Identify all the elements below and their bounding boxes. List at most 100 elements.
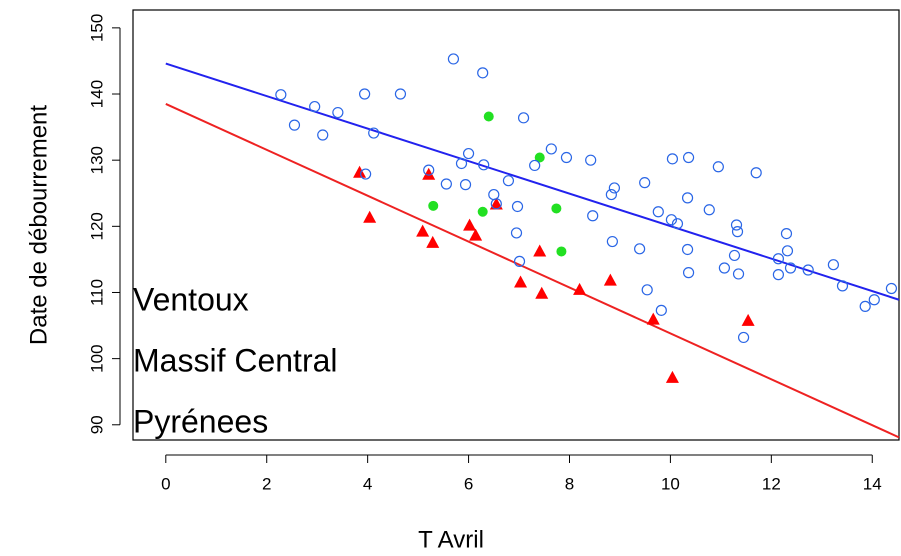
data-point — [288, 119, 301, 131]
data-point — [652, 206, 664, 218]
data-point — [730, 219, 743, 231]
data-point — [511, 200, 524, 213]
data-point — [423, 164, 435, 176]
data-point — [502, 175, 515, 187]
data-point — [459, 179, 472, 191]
data-point — [490, 198, 502, 210]
data-point — [317, 129, 329, 141]
fit-line — [165, 103, 900, 439]
legend-label: Massif Central — [133, 342, 338, 378]
data-point — [836, 280, 849, 292]
data-point — [462, 147, 475, 160]
data-point — [646, 312, 660, 325]
data-point — [885, 282, 898, 295]
data-point — [560, 151, 573, 164]
y-tick-label: 90 — [87, 415, 106, 434]
x-tick-label: 0 — [161, 474, 170, 493]
data-point — [827, 259, 840, 271]
data-point — [517, 112, 530, 124]
data-point — [608, 182, 620, 194]
data-point — [750, 167, 762, 179]
data-point — [780, 228, 793, 240]
data-point — [360, 168, 372, 180]
data-point — [488, 188, 500, 201]
data-point — [605, 188, 617, 201]
y-tick-label: 120 — [87, 212, 106, 240]
y-tick-label: 130 — [87, 146, 106, 174]
data-point — [359, 88, 371, 100]
x-tick-label: 2 — [262, 474, 271, 493]
data-point — [455, 157, 468, 170]
data-point — [737, 331, 750, 344]
data-point — [545, 143, 557, 155]
data-point — [639, 177, 651, 189]
x-tick-label: 14 — [863, 474, 882, 493]
data-point — [478, 159, 490, 171]
x-tick-label: 10 — [661, 474, 680, 493]
data-point — [463, 218, 477, 231]
data-point — [718, 262, 731, 274]
data-point — [422, 167, 436, 180]
data-point — [416, 224, 430, 237]
legend-label: Ventoux — [133, 281, 249, 317]
data-point — [868, 294, 880, 306]
data-point — [703, 204, 715, 216]
data-point — [859, 300, 871, 312]
data-point — [529, 159, 541, 172]
data-point — [655, 304, 667, 316]
x-tick-label: 8 — [565, 474, 574, 493]
data-point — [666, 153, 679, 165]
data-point — [440, 178, 452, 190]
data-point — [641, 284, 653, 296]
data-point — [606, 235, 618, 248]
data-point — [712, 161, 724, 173]
y-tick-label: 110 — [87, 279, 106, 306]
data-point — [363, 210, 377, 223]
data-point — [447, 53, 460, 65]
data-point — [587, 210, 599, 222]
data-point — [309, 100, 321, 113]
y-tick-label: 140 — [87, 80, 106, 108]
data-point — [489, 197, 503, 210]
data-point — [275, 89, 287, 101]
data-point — [332, 106, 344, 119]
y-tick-label: 150 — [87, 14, 106, 42]
data-point — [772, 269, 784, 281]
data-point — [513, 255, 526, 267]
fit-line — [165, 62, 900, 301]
plot-frame — [132, 9, 900, 441]
data-point — [665, 214, 678, 226]
data-point — [426, 235, 440, 248]
data-point — [681, 243, 694, 256]
data-point — [731, 226, 744, 238]
data-point — [741, 313, 755, 326]
x-tick-label: 12 — [762, 474, 781, 493]
y-axis-title: Date de débourrement — [25, 105, 52, 345]
x-tick-label: 6 — [464, 474, 473, 493]
data-point — [394, 88, 407, 100]
data-point — [533, 244, 547, 257]
data-point — [728, 249, 741, 262]
data-point — [469, 228, 483, 241]
data-point — [428, 200, 439, 211]
data-point — [477, 67, 489, 79]
data-point — [781, 245, 794, 257]
data-point — [634, 243, 646, 255]
data-point — [784, 262, 797, 274]
data-point — [535, 286, 549, 299]
data-point — [603, 273, 617, 286]
data-point — [671, 218, 684, 230]
data-point — [534, 152, 545, 163]
data-point — [682, 151, 695, 164]
data-point — [483, 111, 494, 122]
data-point — [556, 246, 567, 257]
data-point — [585, 154, 597, 166]
x-tick-label: 4 — [363, 474, 372, 493]
data-point — [682, 267, 695, 279]
legend-label: Pyrénees — [133, 403, 268, 439]
y-tick-label: 100 — [87, 344, 106, 372]
data-point — [510, 227, 523, 239]
data-point — [353, 165, 367, 178]
data-point — [802, 264, 814, 276]
